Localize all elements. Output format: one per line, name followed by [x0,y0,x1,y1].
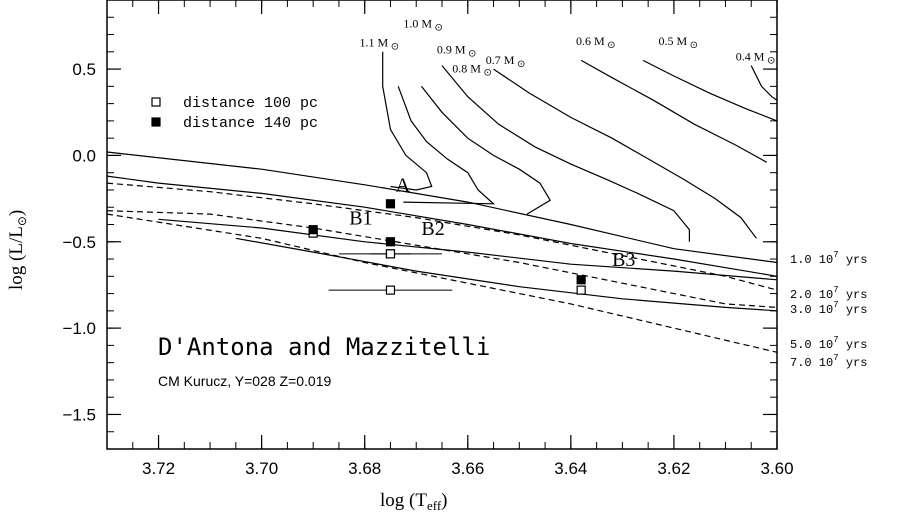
mass-track-line [382,51,433,191]
axis-ticks [106,0,778,450]
x-tick-label: 3.70 [245,459,278,478]
legend: distance 100 pc distance 140 pc [151,95,318,132]
legend-filled-square-marker [151,117,161,127]
x-axis-title-close: ) [441,490,447,511]
y-tick-label: −0.5 [62,233,96,252]
mass-track-line [642,59,778,122]
x-tick-label: 3.68 [348,459,381,478]
y-tick-label: −1.5 [62,405,96,424]
isochrone-line [106,210,778,308]
y-axis-title-close: ) [6,210,27,216]
isochrone-curves [106,151,778,353]
isochrone-label: 1.0 107 yrs [790,250,867,267]
mass-track-label: 1.0 M ⊙ [403,17,443,34]
star-markers: A B1 B2 B3 [308,175,635,295]
star-marker-100pc [385,249,396,259]
x-axis-title-sub: eff [427,498,442,513]
isochrone-label: 3.0 107 yrs [790,300,867,317]
isochrone-line [158,218,778,281]
mass-track-label: 0.4 M ⊙ [736,49,776,66]
axis-tick-labels: 3.72 3.70 3.68 3.66 3.64 3.62 3.60 0.5 0.0 −0.5 −1… [62,60,793,478]
mass-track-line [580,59,767,163]
mass-track-line [441,65,690,242]
y-axis-title-main: log (L/L [6,226,27,290]
legend-label-140pc: distance 140 pc [183,115,318,132]
mass-track-label: 1.1 M ⊙ [360,36,400,53]
isochrone-label: 7.0 107 yrs [790,353,867,370]
star-label: A [396,175,411,197]
isochrone-label: 5.0 107 yrs [790,335,867,352]
mass-track-label: 0.6 M ⊙ [576,34,616,51]
star-label: B1 [349,208,372,230]
mass-track-line [750,65,778,101]
isochrone-line [235,237,778,312]
mass-track-label: 0.7 M ⊙ [486,53,526,70]
isochrone-label: 2.0 107 yrs [790,285,867,302]
star-marker-140pc [385,199,396,209]
mass-track-curves [382,51,778,242]
star-marker-140pc [385,237,396,247]
x-axis-title: log (Teff) [380,490,448,513]
y-tick-label: 0.0 [72,146,96,165]
x-tick-label: 3.62 [657,459,690,478]
y-tick-label: −1.0 [62,319,96,338]
mass-track-label: 0.9 M ⊙ [437,43,477,60]
isochrone-line [106,182,778,291]
star-marker-100pc [576,285,586,295]
star-label: B3 [612,249,635,271]
x-tick-label: 3.64 [554,459,587,478]
x-axis-title-main: log (T [380,490,427,511]
chart-title: D'Antona and Mazzitelli [158,333,490,361]
star-marker-100pc [385,285,396,295]
mass-track-line [397,86,496,205]
mass-track-label: 0.5 M ⊙ [658,34,698,51]
isochrone-line [106,151,778,264]
star-marker-140pc [576,275,586,285]
isochrone-line [106,175,778,277]
y-axis-title: log (L/L⊙) [6,210,29,290]
mass-track-label: 0.8 M ⊙ [452,62,492,79]
star-label: B2 [421,218,444,240]
mass-track-labels: 1.0 M ⊙1.1 M ⊙ 0.9 M ⊙ 0.8 M ⊙0.7 M ⊙ 0.6 M… [360,17,776,79]
mass-track-line [493,68,757,239]
legend-label-100pc: distance 100 pc [183,95,318,112]
x-tick-label: 3.72 [142,459,175,478]
mass-track-line [420,85,552,215]
chart-subtitle: CM Kurucz, Y=028 Z=0.019 [158,373,331,389]
x-tick-label: 3.66 [451,459,484,478]
y-axis-title-sun: ⊙ [15,216,29,226]
x-tick-label: 3.60 [760,459,793,478]
star-marker-140pc [308,225,318,235]
legend-open-square-marker [151,97,161,107]
y-tick-label: 0.5 [72,60,96,79]
